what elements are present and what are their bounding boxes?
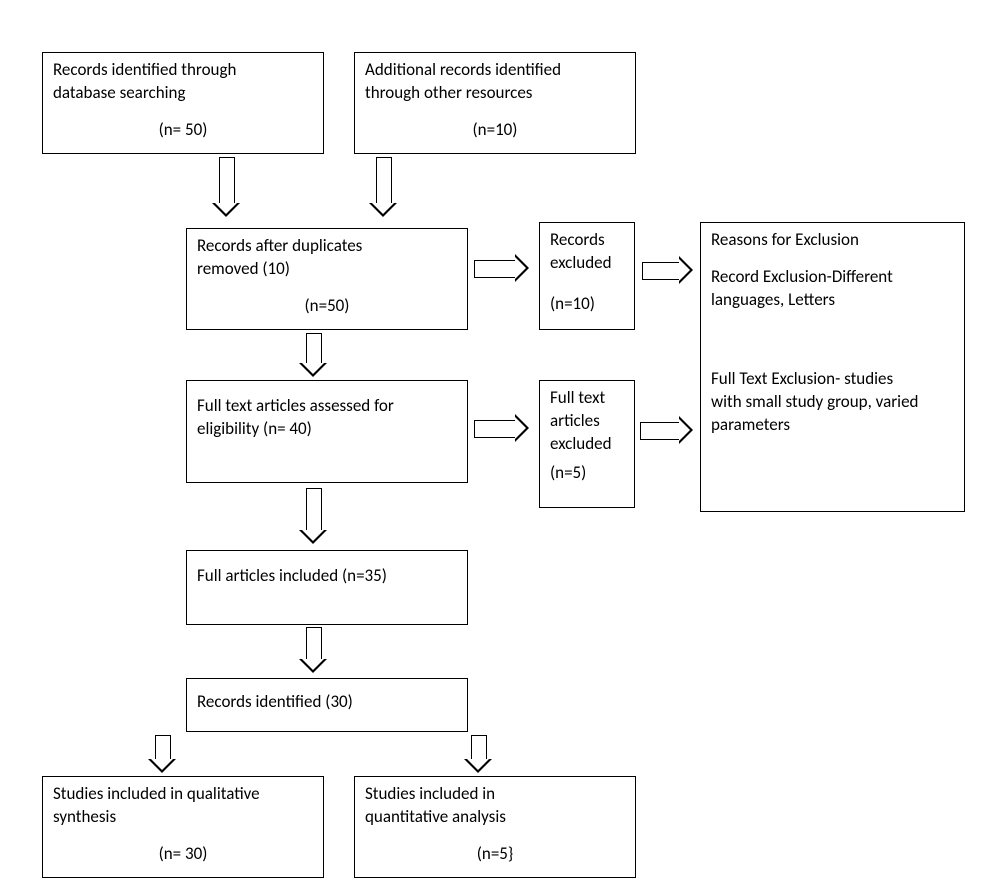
count: (n=5} bbox=[365, 843, 625, 866]
text: Record Exclusion-Different bbox=[711, 266, 954, 289]
node-db-search: Records identified through database sear… bbox=[42, 52, 324, 154]
text: Records identified through bbox=[53, 59, 313, 82]
text: Records identified (30) bbox=[197, 691, 457, 714]
text: Full articles included (n=35) bbox=[197, 565, 457, 588]
node-records-excluded: Records excluded (n=10) bbox=[539, 222, 635, 330]
count: (n=5) bbox=[550, 462, 624, 485]
text: database searching bbox=[53, 82, 313, 105]
text: removed (10) bbox=[197, 258, 457, 281]
text: Records bbox=[550, 229, 624, 252]
text: parameters bbox=[711, 414, 954, 437]
count: (n=10) bbox=[550, 293, 624, 316]
count: (n= 50) bbox=[53, 119, 313, 142]
text: Full Text Exclusion- studies bbox=[711, 368, 954, 391]
text: with small study group, varied bbox=[711, 391, 954, 414]
count: (n=10) bbox=[365, 119, 625, 142]
node-reasons-for-exclusion: Reasons for Exclusion Record Exclusion-D… bbox=[700, 222, 965, 512]
node-other-sources: Additional records identified through ot… bbox=[354, 52, 636, 154]
text: Full text bbox=[550, 387, 624, 410]
node-records-identified-30: Records identified (30) bbox=[186, 678, 468, 732]
text: eligibility (n= 40) bbox=[197, 418, 457, 441]
node-quantitative-analysis: Studies included in quantitative analysi… bbox=[354, 776, 636, 878]
node-fulltext-excluded: Full text articles excluded (n=5) bbox=[539, 380, 635, 508]
text: Reasons for Exclusion bbox=[711, 229, 954, 252]
text: languages, Letters bbox=[711, 289, 954, 312]
text: quantitative analysis bbox=[365, 806, 625, 829]
text: excluded bbox=[550, 252, 624, 275]
count: (n=50) bbox=[197, 295, 457, 318]
node-qualitative-synthesis: Studies included in qualitative synthesi… bbox=[42, 776, 324, 878]
text: Studies included in bbox=[365, 783, 625, 806]
text: synthesis bbox=[53, 806, 313, 829]
text: Records after duplicates bbox=[197, 235, 457, 258]
text: Full text articles assessed for bbox=[197, 395, 457, 418]
text: articles bbox=[550, 410, 624, 433]
node-after-duplicates: Records after duplicates removed (10) (n… bbox=[186, 228, 468, 330]
flowchart-canvas: Records identified through database sear… bbox=[0, 0, 986, 892]
text: Additional records identified bbox=[365, 59, 625, 82]
text: Studies included in qualitative bbox=[53, 783, 313, 806]
text: excluded bbox=[550, 433, 624, 456]
node-fulltext-assessed: Full text articles assessed for eligibil… bbox=[186, 380, 468, 483]
node-full-articles-included: Full articles included (n=35) bbox=[186, 550, 468, 625]
count: (n= 30) bbox=[53, 843, 313, 866]
text: through other resources bbox=[365, 82, 625, 105]
